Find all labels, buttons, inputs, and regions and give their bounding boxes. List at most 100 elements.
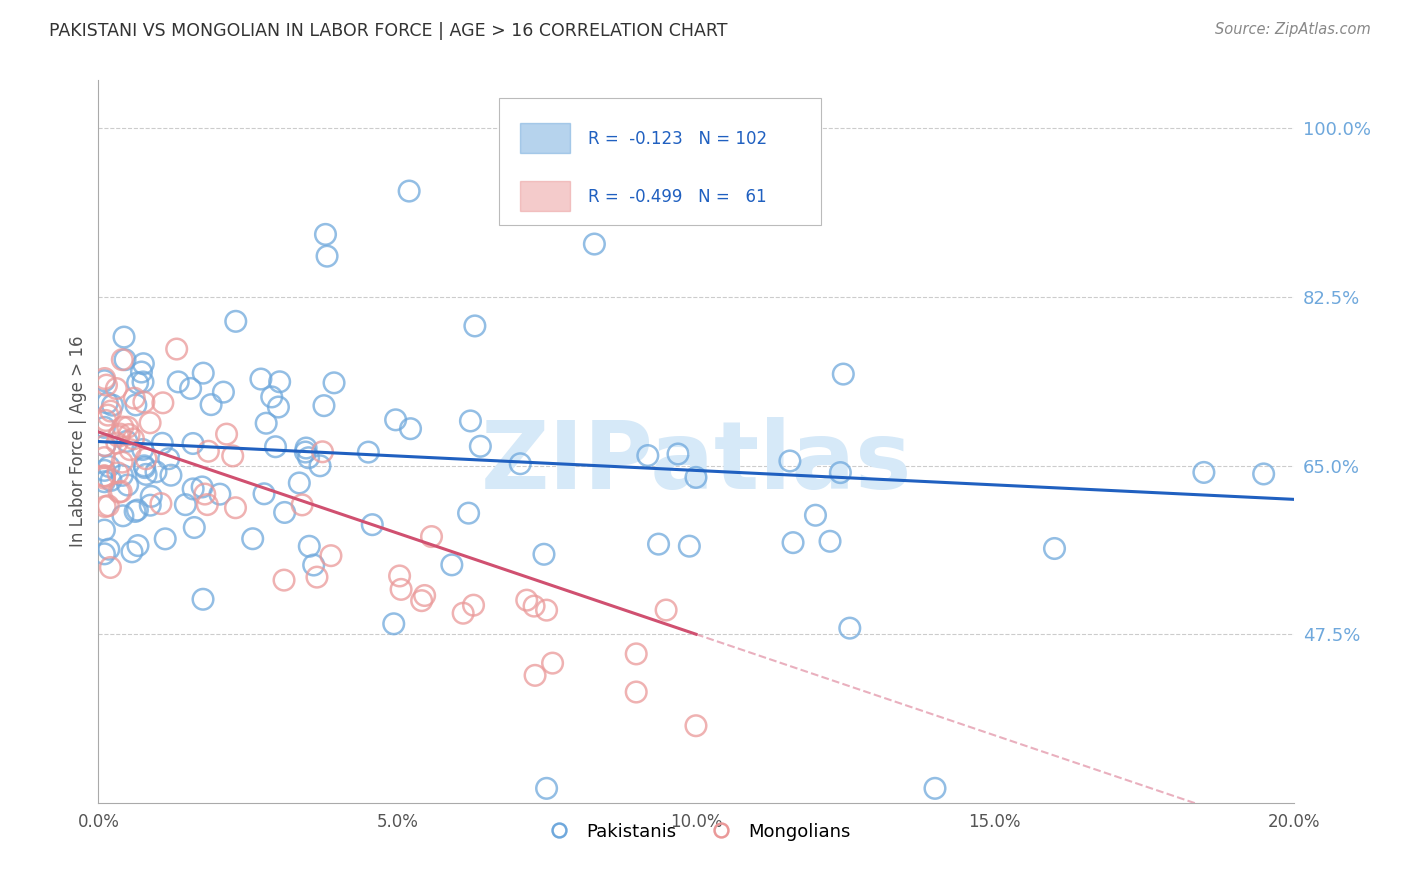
Mongolians [149, 497, 172, 511]
Pakistanis [361, 517, 384, 532]
Pakistanis [830, 466, 852, 480]
Y-axis label: In Labor Force | Age > 16: In Labor Force | Age > 16 [69, 335, 87, 548]
Mongolians [626, 685, 648, 699]
Mongolians [100, 560, 122, 574]
Pakistanis [253, 487, 276, 501]
Mongolians [111, 455, 134, 469]
Mongolians [541, 656, 564, 670]
Pakistanis [180, 381, 202, 395]
Pakistanis [155, 532, 177, 546]
Pakistanis [127, 539, 149, 553]
Mongolians [536, 603, 558, 617]
Pakistanis [93, 374, 115, 388]
Mongolians [685, 719, 707, 733]
Pakistanis [111, 508, 134, 523]
Pakistanis [509, 457, 531, 471]
Pakistanis [838, 621, 860, 635]
Pakistanis [139, 498, 162, 512]
Mongolians [215, 427, 238, 442]
Pakistanis [134, 460, 156, 475]
Mongolians [111, 420, 134, 434]
Pakistanis [583, 237, 606, 252]
Mongolians [655, 603, 678, 617]
Mongolians [305, 570, 328, 584]
Text: R =  -0.499   N =   61: R = -0.499 N = 61 [589, 188, 768, 206]
Pakistanis [536, 781, 558, 796]
Text: Source: ZipAtlas.com: Source: ZipAtlas.com [1215, 22, 1371, 37]
Pakistanis [666, 447, 689, 461]
Pakistanis [782, 535, 804, 549]
Pakistanis [457, 506, 479, 520]
Pakistanis [132, 375, 155, 389]
Pakistanis [124, 504, 146, 518]
Pakistanis [312, 399, 335, 413]
FancyBboxPatch shape [499, 98, 821, 225]
Mongolians [311, 444, 333, 458]
Mongolians [108, 427, 131, 442]
Mongolians [166, 342, 188, 356]
Pakistanis [323, 376, 346, 390]
Pakistanis [267, 400, 290, 414]
Pakistanis [167, 375, 190, 389]
Pakistanis [93, 475, 115, 489]
Pakistanis [160, 468, 183, 483]
Pakistanis [98, 459, 121, 474]
Text: ZIPatlas: ZIPatlas [481, 417, 911, 509]
Mongolians [222, 449, 245, 463]
Mongolians [93, 471, 115, 485]
Mongolians [626, 647, 648, 661]
Mongolians [93, 439, 115, 453]
Pakistanis [273, 505, 295, 519]
Mongolians [420, 530, 443, 544]
Pakistanis [264, 440, 287, 454]
Mongolians [411, 593, 433, 607]
Pakistanis [145, 465, 167, 479]
Pakistanis [208, 487, 231, 501]
Pakistanis [127, 376, 149, 390]
Pakistanis [117, 478, 139, 492]
Mongolians [413, 589, 436, 603]
Mongolians [224, 500, 246, 515]
Pakistanis [357, 445, 380, 459]
Mongolians [111, 352, 134, 367]
Pakistanis [637, 449, 659, 463]
Pakistanis [297, 450, 319, 465]
Mongolians [273, 573, 295, 587]
Pakistanis [1253, 467, 1275, 481]
Mongolians [105, 382, 128, 396]
Mongolians [152, 396, 174, 410]
Pakistanis [685, 470, 707, 484]
Mongolians [105, 436, 128, 450]
Mongolians [110, 484, 132, 499]
Pakistanis [181, 436, 204, 450]
Pakistanis [779, 454, 801, 468]
Mongolians [108, 485, 131, 500]
Pakistanis [131, 365, 153, 379]
Mongolians [93, 468, 115, 483]
Mongolians [107, 466, 129, 480]
Pakistanis [93, 439, 115, 453]
Mongolians [132, 395, 155, 409]
Pakistanis [200, 398, 222, 412]
Pakistanis [533, 547, 555, 561]
Pakistanis [93, 547, 115, 561]
Pakistanis [302, 558, 325, 572]
Pakistanis [242, 532, 264, 546]
Pakistanis [254, 416, 277, 430]
FancyBboxPatch shape [520, 181, 571, 211]
Pakistanis [181, 482, 204, 496]
Pakistanis [470, 439, 492, 453]
Pakistanis [212, 385, 235, 400]
Pakistanis [818, 534, 841, 549]
Pakistanis [93, 420, 115, 434]
Pakistanis [131, 442, 153, 457]
Pakistanis [93, 463, 115, 477]
Pakistanis [141, 489, 163, 503]
Pakistanis [316, 249, 339, 263]
Mongolians [523, 599, 546, 613]
Pakistanis [295, 441, 318, 455]
Pakistanis [97, 542, 120, 557]
Pakistanis [174, 498, 197, 512]
Text: PAKISTANI VS MONGOLIAN IN LABOR FORCE | AGE > 16 CORRELATION CHART: PAKISTANI VS MONGOLIAN IN LABOR FORCE | … [49, 22, 728, 40]
Pakistanis [96, 396, 118, 410]
